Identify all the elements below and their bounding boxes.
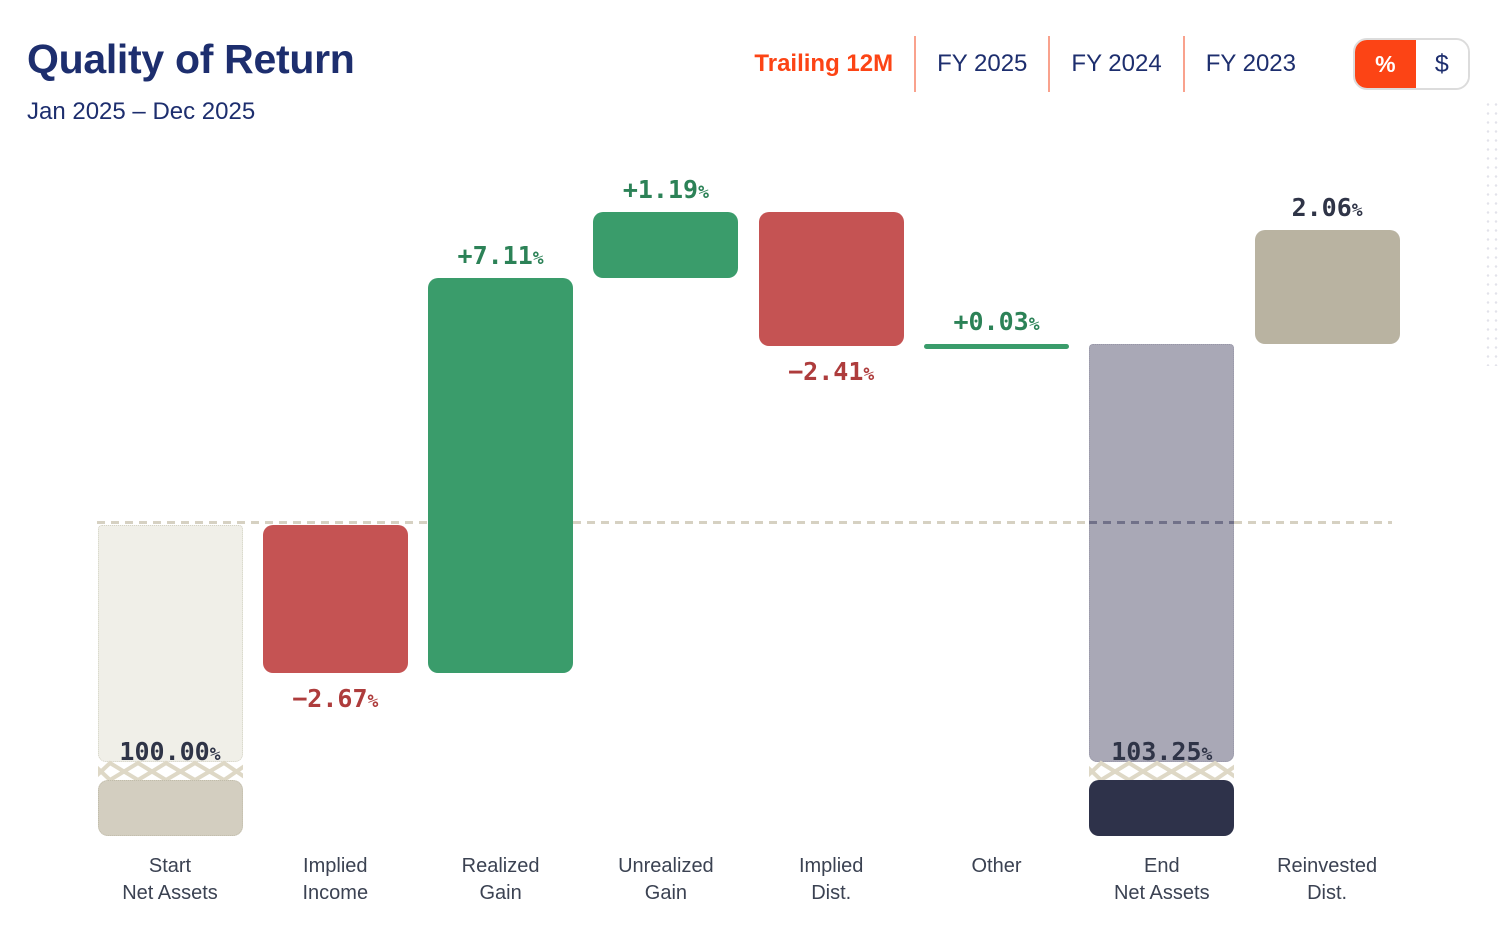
bar-other[interactable] [924,344,1069,350]
tab-separator [1048,36,1051,92]
tab-trailing-12m[interactable]: Trailing 12M [754,36,914,92]
category-label-realized-gain: Realized Gain [461,855,540,904]
value-label-start-net-assets: 100.00% [119,737,221,766]
period-controls: Trailing 12M FY 2025 FY 2024 FY 2023 % $ [754,36,1470,92]
baseline-dashed-line [1234,521,1392,524]
value-label-reinvested-dist: 2.06% [1291,192,1363,222]
bar-reinvested-dist[interactable] [1254,229,1400,345]
bar-implied-income[interactable] [262,525,408,674]
tab-separator [1182,36,1185,92]
tab-separator [914,36,917,92]
bar-end-net-assets[interactable] [1089,344,1235,762]
tab-fy-2024[interactable]: FY 2024 [1050,36,1182,92]
baseline-dashed-line [97,521,1090,524]
bar-start-net-assets-base-block[interactable] [97,780,243,836]
value-label-unrealized-gain: +1.19% [622,174,709,204]
value-label-realized-gain: +7.11% [457,241,544,271]
unit-toggle: % $ [1353,38,1470,90]
bar-unrealized-gain[interactable] [593,211,739,279]
tab-fy-2023[interactable]: FY 2023 [1185,36,1317,92]
baseline-dashed-line [1089,521,1235,524]
bar-start-net-assets[interactable] [97,525,243,762]
page-title: Quality of Return [27,36,355,82]
unit-toggle-dollar[interactable]: $ [1415,40,1468,88]
dotted-texture [1484,100,1500,366]
date-range: Jan 2025 – Dec 2025 [27,98,256,125]
value-label-implied-income: −2.67% [292,684,379,714]
chart-header: Quality of Return Jan 2025 – Dec 2025 [27,36,355,126]
category-label-implied-dist: Implied Dist. [798,855,864,904]
tab-fy-2025[interactable]: FY 2025 [916,36,1048,92]
bar-implied-dist[interactable] [758,211,904,346]
category-label-other: Other [971,855,1022,877]
value-label-end-net-assets: 103.25% [1111,737,1213,766]
category-label-end-net-assets: End Net Assets [1113,855,1210,904]
category-label-reinvested-dist: Reinvested Dist. [1277,855,1378,904]
bar-realized-gain[interactable] [428,278,574,674]
value-label-other: +0.03% [953,307,1040,337]
category-label-implied-income: Implied Income [302,855,369,904]
value-label-implied-dist: −2.41% [788,356,875,386]
unit-toggle-percent[interactable]: % [1355,40,1416,88]
category-label-unrealized-gain: Unrealized Gain [618,855,714,904]
bar-end-net-assets-base-block[interactable] [1089,780,1235,836]
category-label-start-net-assets: Start Net Assets [122,855,218,904]
